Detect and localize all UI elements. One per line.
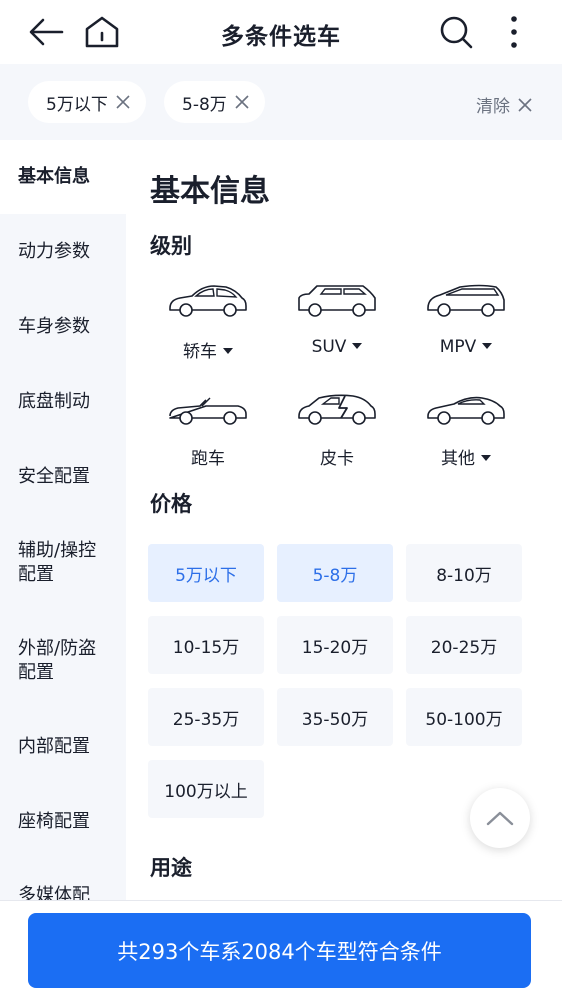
caret-down-icon (352, 343, 363, 349)
car-type-pickup[interactable] (277, 386, 397, 430)
sidebar-item-interior[interactable]: 内部配置 (18, 736, 90, 757)
sidebar-item-label: 外部/防盗 (18, 638, 97, 659)
sidebar-item-chassis[interactable]: 底盘制动 (18, 391, 90, 412)
caret-down-icon (223, 348, 233, 354)
other-car-icon (427, 396, 505, 425)
search-button[interactable] (434, 10, 478, 54)
filter-chip-price-5-8w[interactable]: 5-8万 (164, 81, 265, 123)
selected-filters-bar: 5万以下 5-8万 清除 (0, 64, 562, 140)
back-button[interactable] (24, 10, 68, 54)
search-icon (440, 16, 473, 49)
chevron-up-icon (486, 811, 514, 826)
car-type-sedan-label[interactable]: 轿车 (148, 337, 268, 362)
pickup-icon (298, 394, 376, 425)
price-option-8-10w[interactable]: 8-10万 (406, 544, 522, 602)
filter-chip-label: 5万以下 (46, 94, 108, 115)
car-type-sedan[interactable] (148, 278, 268, 322)
show-results-button[interactable]: 共293个车系2084个车型符合条件 (28, 913, 531, 988)
sidebar-item-seats[interactable]: 座椅配置 (18, 811, 90, 832)
more-button[interactable] (492, 10, 536, 54)
car-type-mpv-label[interactable]: MPV (406, 337, 526, 357)
price-option-15-20w[interactable]: 15-20万 (277, 616, 393, 674)
price-option-20-25w[interactable]: 20-25万 (406, 616, 522, 674)
top-bar: 多条件选车 (0, 0, 562, 64)
sidebar-item-basic-info[interactable]: 基本信息 (0, 140, 126, 214)
caret-down-icon (481, 455, 491, 461)
car-type-label: SUV (311, 337, 347, 357)
sidebar-item-safety[interactable]: 安全配置 (18, 466, 90, 487)
car-type-other[interactable] (406, 386, 526, 430)
category-sidebar: 基本信息 动力参数 车身参数 底盘制动 安全配置 辅助/操控 配置 外部/防盗 … (0, 140, 126, 900)
car-type-mpv[interactable] (406, 278, 526, 322)
clear-filters-button[interactable]: 清除 (476, 92, 532, 117)
price-option-50-100w[interactable]: 50-100万 (406, 688, 522, 746)
bottom-bar: 共293个车系2084个车型符合条件 (0, 900, 562, 998)
home-button[interactable] (80, 10, 124, 54)
price-option-25-35w[interactable]: 25-35万 (148, 688, 264, 746)
sidebar-item-label: 配置 (18, 662, 54, 683)
price-option-10-15w[interactable]: 10-15万 (148, 616, 264, 674)
close-icon (518, 97, 532, 112)
page-title: 多条件选车 (221, 24, 341, 50)
sports-car-icon (169, 397, 247, 425)
filter-chip-price-under-5w[interactable]: 5万以下 (28, 81, 146, 123)
filter-chip-label: 5-8万 (182, 94, 227, 115)
sidebar-item-power[interactable]: 动力参数 (18, 241, 90, 262)
usage-title: 用途 (150, 856, 192, 880)
level-title: 级别 (150, 234, 192, 258)
price-option-35-50w[interactable]: 35-50万 (277, 688, 393, 746)
suv-icon (298, 285, 376, 317)
section-title: 基本信息 (150, 174, 270, 209)
price-title: 价格 (150, 492, 192, 516)
sidebar-item-multimedia[interactable]: 多媒体配 (18, 885, 90, 900)
car-type-other-label[interactable]: 其他 (406, 444, 526, 469)
car-type-sports-label[interactable]: 跑车 (191, 449, 225, 469)
mpv-icon (427, 284, 505, 317)
price-option-5-8w[interactable]: 5-8万 (277, 544, 393, 602)
filter-content: 基本信息 级别 轿车 SUV MPV (126, 140, 562, 900)
car-type-label: 其他 (441, 449, 475, 469)
sidebar-item-body[interactable]: 车身参数 (18, 316, 90, 337)
close-icon[interactable] (235, 95, 249, 109)
more-vertical-icon (511, 16, 517, 48)
car-type-suv-label[interactable]: SUV (277, 337, 397, 357)
sidebar-item-label: 配置 (18, 564, 54, 585)
sidebar-item-assist[interactable]: 辅助/操控 配置 (0, 539, 126, 587)
sidebar-item-label: 辅助/操控 (18, 540, 97, 561)
car-type-label: 轿车 (183, 342, 217, 362)
car-type-pickup-label[interactable]: 皮卡 (320, 449, 354, 469)
car-type-sports[interactable] (148, 386, 268, 430)
close-icon[interactable] (116, 95, 130, 109)
car-type-suv[interactable] (277, 278, 397, 322)
arrow-left-icon (29, 18, 64, 46)
caret-down-icon (482, 343, 493, 349)
price-option-under-5w[interactable]: 5万以下 (148, 544, 264, 602)
home-icon (85, 16, 119, 48)
sedan-icon (169, 285, 247, 317)
price-option-over-100w[interactable]: 100万以上 (148, 760, 264, 818)
scroll-top-button[interactable] (470, 788, 530, 848)
clear-label: 清除 (476, 97, 510, 117)
car-type-label: MPV (439, 337, 477, 357)
sidebar-item-exterior[interactable]: 外部/防盗 配置 (0, 637, 126, 685)
